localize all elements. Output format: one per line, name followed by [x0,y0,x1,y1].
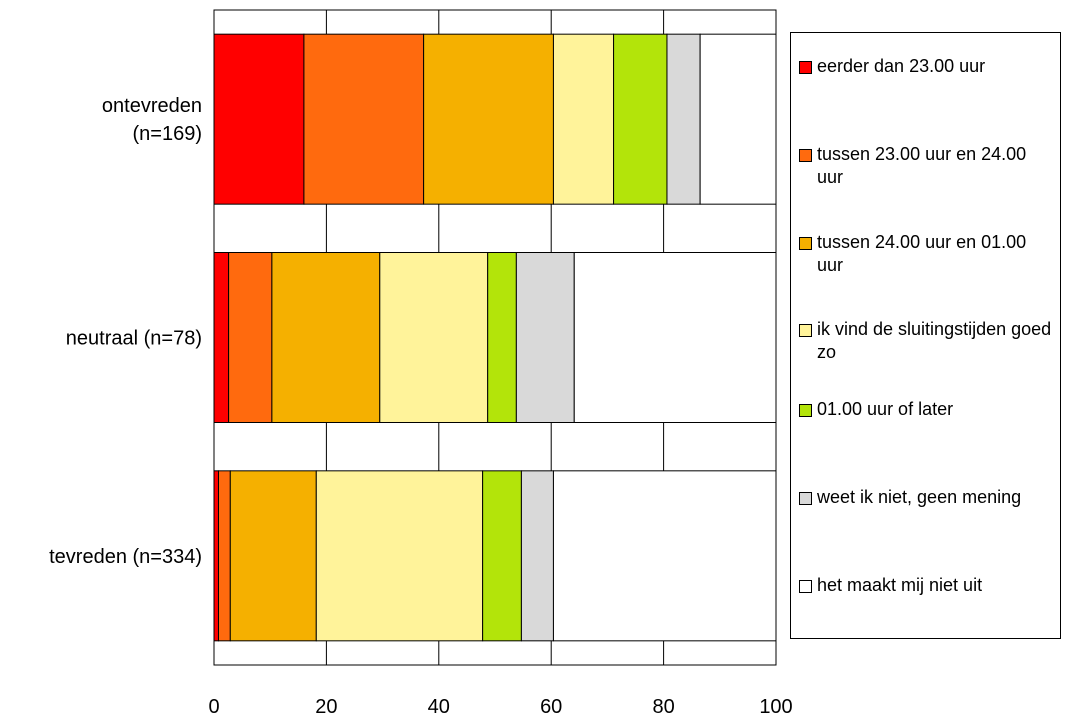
bar-segment [217,470,231,642]
x-tick-label: 80 [652,696,674,718]
bar-segment [482,470,522,642]
legend-item: weet ik niet, geen mening [799,486,1057,509]
x-tick-label: 60 [540,696,562,718]
legend-swatch [799,492,812,505]
legend-label: tussen 24.00 uur en 01.00 uur [817,232,1027,275]
bar-segment [229,470,317,642]
x-tick-label: 20 [315,696,337,718]
bar-segment [228,252,273,423]
bar-segment [487,252,517,423]
bar-segment [379,252,489,423]
legend-item: tussen 23.00 uur en 24.00 uur [799,143,1057,189]
x-tick-label: 100 [759,696,792,718]
bar-segment [520,470,554,642]
legend-item: ik vind de sluitingstijden goed zo [799,318,1057,364]
bar-segment [303,33,425,205]
bar-segment [213,252,230,423]
bar-segment [552,33,615,205]
bar-segment [271,252,381,423]
x-tick-label: 40 [428,696,450,718]
category-label: tevreden (n=334) [49,546,202,568]
bar-segment [552,470,777,642]
legend-item: het maakt mij niet uit [799,574,1057,597]
chart-legend: eerder dan 23.00 uur tussen 23.00 uur en… [790,32,1061,639]
bar-segment [213,33,305,205]
bar-segment [666,33,701,205]
bar-segment [699,33,777,205]
legend-swatch [799,404,812,417]
legend-swatch [799,61,812,74]
legend-item: tussen 24.00 uur en 01.00 uur [799,231,1057,277]
legend-label: weet ik niet, geen mening [817,487,1022,507]
bar-segment [515,252,575,423]
legend-label: tussen 23.00 uur en 24.00 uur [817,144,1027,187]
legend-swatch [799,324,812,337]
bar-segment [315,470,484,642]
bar-segment [573,252,777,423]
bar-segment [213,470,219,642]
legend-label: het maakt mij niet uit [817,575,983,595]
legend-item: 01.00 uur of later [799,398,1057,421]
legend-label: ik vind de sluitingstijden goed zo [817,319,1052,362]
legend-swatch [799,149,812,162]
legend-label: eerder dan 23.00 uur [817,56,986,76]
bar-segment [423,33,554,205]
category-label: ontevreden (n=169) [102,95,202,145]
bar-segment [613,33,668,205]
legend-swatch [799,237,812,250]
legend-item: eerder dan 23.00 uur [799,55,1057,78]
legend-swatch [799,580,812,593]
x-tick-label: 0 [208,696,219,718]
category-label: neutraal (n=78) [66,328,202,350]
legend-label: 01.00 uur of later [817,399,954,419]
